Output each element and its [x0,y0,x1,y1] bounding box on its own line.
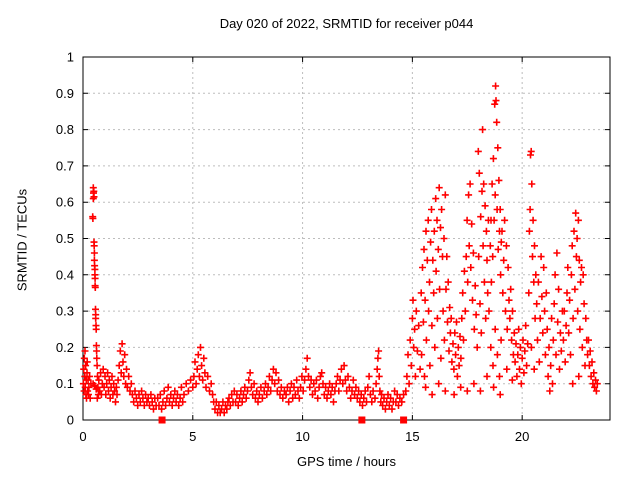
y-tick-label: 0.3 [56,304,74,319]
zero-value-marker [400,416,408,424]
y-tick-label: 0.2 [56,340,74,355]
y-tick-label: 1 [67,50,74,65]
chart-title: Day 020 of 2022, SRMTID for receiver p04… [219,16,474,31]
x-tick-label: 0 [79,429,86,444]
zero-value-marker [158,416,166,424]
y-tick-label: 0.9 [56,86,74,101]
y-tick-label: 0.1 [56,376,74,391]
zero-value-marker [358,416,366,424]
y-tick-label: 0.5 [56,231,74,246]
plot-frame [82,56,611,421]
y-tick-label: 0.7 [56,158,74,173]
data-points [79,82,601,417]
y-tick-label: 0 [67,413,74,428]
y-tick-label: 0.8 [56,122,74,137]
y-tick-label: 0.6 [56,195,74,210]
x-axis-label: GPS time / hours [297,454,396,469]
x-tick-label: 5 [189,429,196,444]
x-tick-label: 15 [405,429,419,444]
y-tick-label: 0.4 [56,267,74,282]
x-tick-label: 10 [295,429,309,444]
x-tick-label: 20 [515,429,529,444]
